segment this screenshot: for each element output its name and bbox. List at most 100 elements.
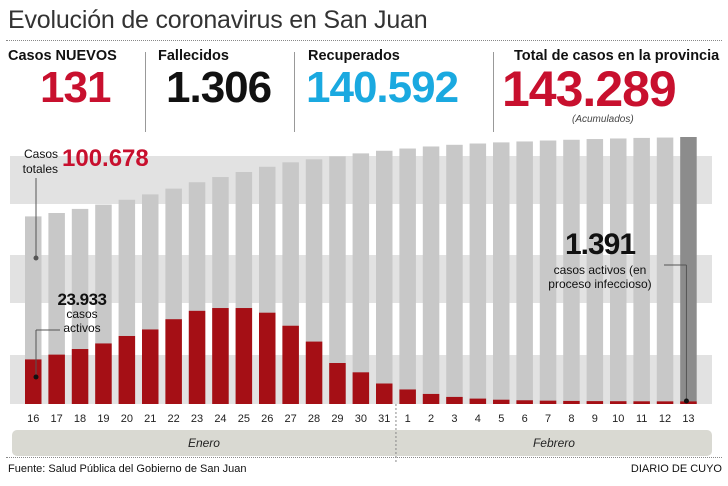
total-bar xyxy=(376,150,393,404)
active-bar xyxy=(71,349,89,404)
x-tick-label: 28 xyxy=(308,413,320,425)
active-bar xyxy=(48,354,65,404)
x-tick-label: 24 xyxy=(214,413,226,425)
month-label: Febrero xyxy=(533,436,575,450)
active-bar xyxy=(235,308,253,404)
stat-separator xyxy=(294,52,295,132)
x-tick-label: 12 xyxy=(659,413,671,425)
totales-leader-dot xyxy=(33,255,39,261)
active-bar xyxy=(142,329,159,404)
active-bar xyxy=(25,359,42,404)
x-tick-label: 16 xyxy=(27,413,39,425)
total-bar xyxy=(469,143,487,404)
x-tick-label: 4 xyxy=(475,413,481,425)
x-tick-label: 6 xyxy=(522,413,528,425)
activos-inicio-value: 23.933 xyxy=(57,290,108,309)
active-bar xyxy=(680,401,697,404)
totales-annotation-value: 100.678 xyxy=(62,145,149,172)
activos-inicio-label: casos activos xyxy=(50,307,114,335)
fallecidos-label: Fallecidos xyxy=(158,48,229,64)
active-bar xyxy=(656,401,674,404)
total-bar xyxy=(610,138,627,404)
footer-divider xyxy=(6,457,722,458)
source-note: Fuente: Salud Pública del Gobierno de Sa… xyxy=(8,463,247,475)
total-bar xyxy=(539,140,557,404)
active-bar xyxy=(516,400,533,404)
x-tick-label: 31 xyxy=(378,413,390,425)
x-tick-label: 22 xyxy=(168,413,180,425)
nuevos-label: Casos NUEVOS xyxy=(8,48,117,64)
active-bar xyxy=(212,308,229,404)
active-bar xyxy=(493,399,510,404)
x-tick-label: 25 xyxy=(238,413,250,425)
x-tick-label: 19 xyxy=(97,413,109,425)
total-bar xyxy=(656,137,674,404)
x-tick-label: 21 xyxy=(144,413,156,425)
x-tick-label: 7 xyxy=(545,413,551,425)
month-label: Enero xyxy=(188,436,220,450)
totales-label-line: totales xyxy=(22,162,58,176)
activos-fin-label: casos activos (en proceso infeccioso) xyxy=(540,263,660,291)
total-bar xyxy=(516,141,533,404)
activos-inicio-label-line: casos xyxy=(66,307,98,321)
chart-title: Evolución de coronavirus en San Juan xyxy=(8,6,428,34)
x-tick-label: 10 xyxy=(612,413,624,425)
total-bar xyxy=(633,137,650,404)
totales-annotation-label: Casos totales xyxy=(14,147,58,177)
activos-fin-label-line: casos activos (en xyxy=(553,263,647,277)
x-tick-label: 30 xyxy=(355,413,367,425)
active-bar xyxy=(633,401,650,404)
x-tick-label: 11 xyxy=(636,413,647,425)
fallecidos-value: 1.306 xyxy=(166,63,272,112)
total-bar xyxy=(680,137,697,404)
active-bar xyxy=(563,400,580,404)
active-bar xyxy=(188,310,206,404)
active-bar xyxy=(282,325,299,404)
x-tick-label: 9 xyxy=(592,413,598,425)
activos-inicio-label-line: activos xyxy=(63,321,101,335)
nuevos-value: 131 xyxy=(40,63,111,112)
total-bar xyxy=(563,139,580,405)
total-note: (Acumulados) xyxy=(572,114,634,125)
total-bar xyxy=(446,144,463,404)
title-divider xyxy=(6,40,722,41)
recuperados-value: 140.592 xyxy=(306,63,459,112)
brand-name: DIARIO DE CUYO xyxy=(630,463,722,475)
x-tick-label: 1 xyxy=(405,413,411,425)
x-tick-label: 29 xyxy=(331,413,343,425)
activos-fin-value: 1.391 xyxy=(564,228,636,261)
total-label: Total de casos en la provincia xyxy=(514,48,720,64)
x-tick-label: 8 xyxy=(568,413,574,425)
active-bar xyxy=(610,401,627,404)
total-bar xyxy=(25,216,42,404)
total-bar xyxy=(329,156,346,404)
x-tick-label: 18 xyxy=(74,413,86,425)
active-bar xyxy=(95,343,112,404)
stat-separator xyxy=(493,52,494,132)
x-tick-label: 17 xyxy=(51,413,63,425)
x-tick-label: 26 xyxy=(261,413,273,425)
x-tick-label: 27 xyxy=(285,413,297,425)
active-bar xyxy=(539,400,557,404)
active-bar xyxy=(376,383,393,404)
totales-label-line: Casos xyxy=(23,147,58,161)
active-bar xyxy=(399,389,416,404)
active-bar xyxy=(422,393,440,404)
active-bar xyxy=(446,396,463,404)
active-bar xyxy=(329,363,346,404)
total-bar xyxy=(422,146,440,405)
x-tick-label: 13 xyxy=(682,413,694,425)
activos-fin-leader-dot xyxy=(683,398,689,404)
x-tick-label: 5 xyxy=(498,413,504,425)
activos-fin-label-line: proceso infeccioso) xyxy=(548,277,652,291)
recuperados-label: Recuperados xyxy=(308,48,400,64)
x-tick-label: 3 xyxy=(451,413,457,425)
total-bar xyxy=(586,139,604,404)
stat-separator xyxy=(145,52,146,132)
active-bar xyxy=(165,319,182,404)
active-bar xyxy=(118,335,136,404)
active-bar xyxy=(352,372,370,404)
total-bar xyxy=(399,148,416,404)
active-bar xyxy=(305,341,323,404)
